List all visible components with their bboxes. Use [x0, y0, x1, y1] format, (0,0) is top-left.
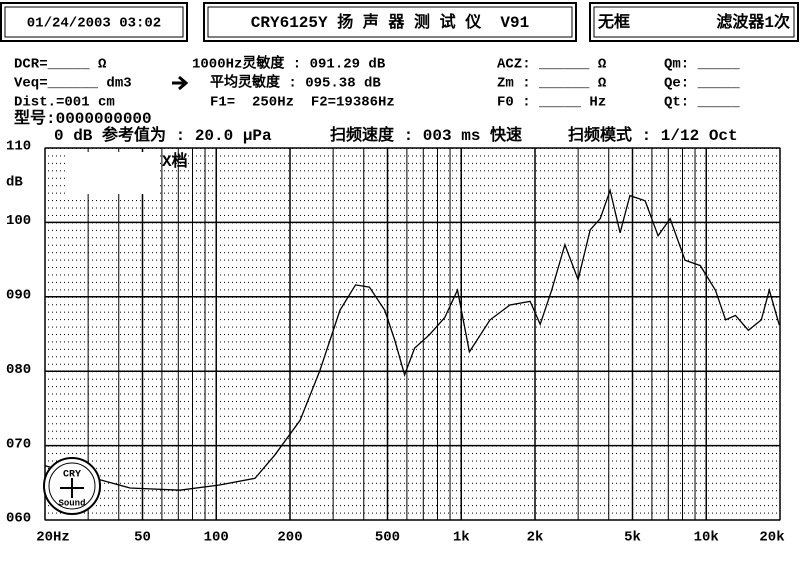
logo-top: CRY [63, 470, 81, 481]
logo-inner-ring [48, 462, 96, 510]
x-tick-label: 2k [527, 530, 544, 546]
reference: 0 dB 参考值为 : 20.0 μPa [54, 125, 272, 145]
logo-cross [60, 478, 84, 498]
y-tick-label: 070 [6, 436, 31, 452]
qm: Qm: _____ [664, 57, 740, 73]
veq: Veq=______ dm3 [14, 76, 132, 92]
sens-1k: 1000Hz灵敏度 : 091.29 dB [192, 55, 386, 73]
response-curve [44, 188, 780, 491]
sweep-speed: 扫频速度 : 003 ms 快速 [330, 125, 522, 145]
frame: 无框 [597, 12, 630, 32]
x-tick-label: 20Hz [36, 530, 70, 546]
datetime-box-inner [4, 6, 184, 38]
x-tick-label: 50 [134, 530, 151, 546]
y-tick-label: 060 [6, 511, 31, 527]
arrow [172, 75, 189, 91]
x-tick-label: 200 [277, 530, 302, 546]
qe: Qe: _____ [664, 76, 740, 92]
sens-avg: 平均灵敏度 : 095.38 dB [210, 74, 381, 92]
f1-f2: F1= 250Hz F2=19386Hz [210, 95, 395, 111]
title-box-inner [207, 6, 573, 38]
mode-box-inner [593, 6, 795, 38]
y-tick-label: 080 [6, 362, 31, 378]
f0: F0 : _____ Hz [497, 95, 606, 111]
datetime-box [0, 2, 188, 42]
y-tick-label: 100 [6, 213, 31, 229]
qt: Qt: _____ [664, 95, 740, 111]
x-tick-label: 20k [759, 530, 784, 546]
dist: Dist.=001 cm [14, 95, 115, 111]
zm: Zm : ______ Ω [497, 76, 607, 92]
grid [44, 147, 781, 521]
x-tick-label: 5k [624, 530, 641, 546]
y-axis-label: dB [6, 175, 23, 191]
model: 型号:0000000000 [14, 109, 152, 128]
title: CRY6125Y 扬 声 器 测 试 仪 V91 [251, 12, 529, 32]
x-tick-label: 100 [204, 530, 229, 546]
acz: ACZ: ______ Ω [497, 57, 607, 73]
annotation: X档 [162, 151, 188, 171]
y-tick-label: 090 [6, 288, 31, 304]
curve-group [44, 188, 780, 491]
datetime: 01/24/2003 03:02 [27, 16, 161, 32]
logo-bottom: Sound [58, 498, 85, 508]
filter: 滤波器1次 [716, 12, 790, 32]
mode-box [589, 2, 799, 42]
x-tick-label: 500 [375, 530, 400, 546]
blank-box [66, 152, 160, 194]
title-box [203, 2, 577, 42]
sweep-mode: 扫频模式 : 1/12 Oct [568, 125, 738, 145]
x-tick-label: 1k [453, 530, 470, 546]
x-tick-label: 10k [694, 530, 719, 546]
dcr: DCR=_____ Ω [14, 57, 107, 73]
plot-dots [45, 148, 780, 520]
y-tick-label: 110 [6, 139, 31, 155]
